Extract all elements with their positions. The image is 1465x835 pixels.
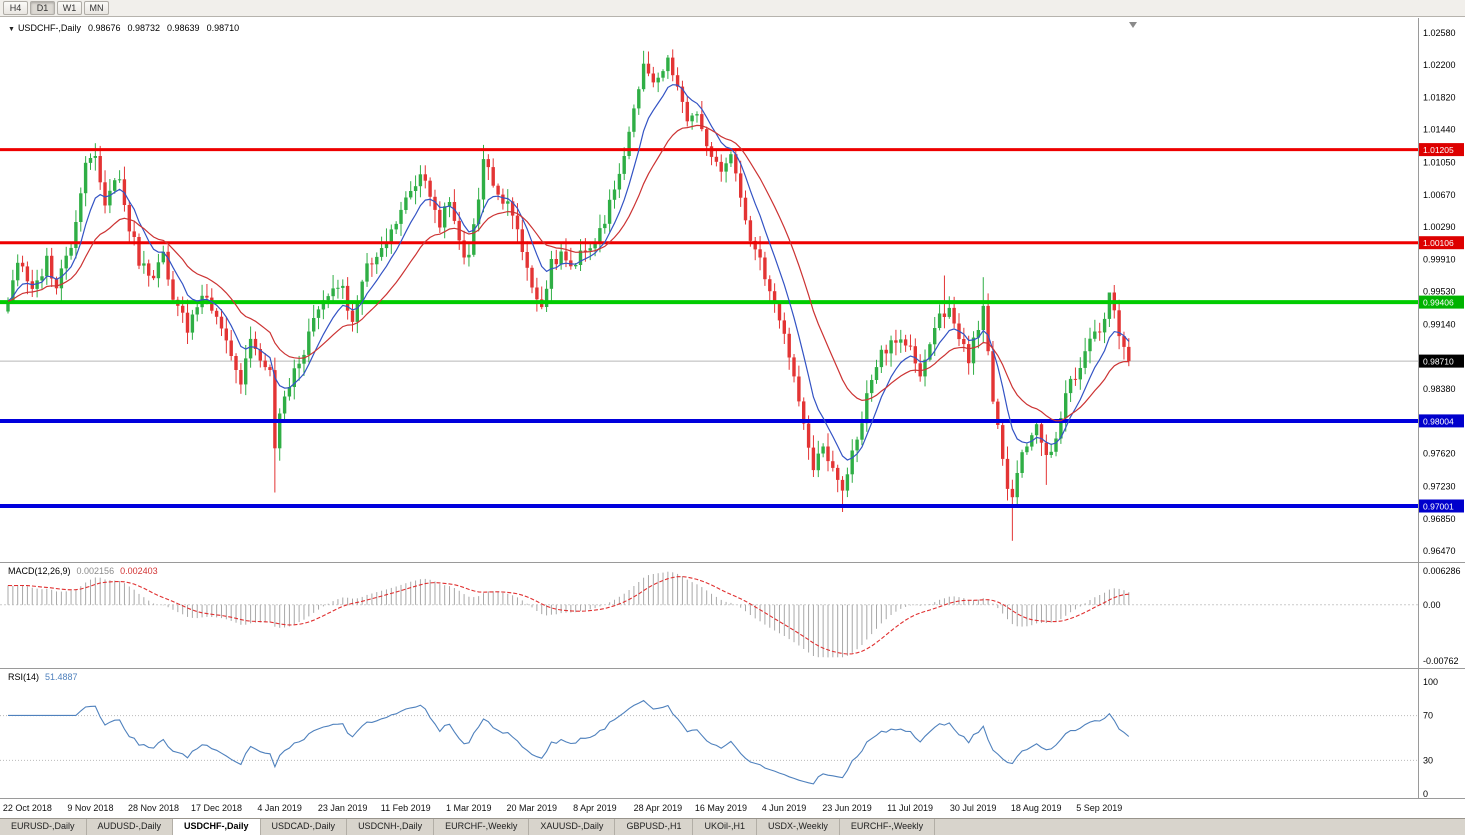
chart-title: ▼ USDCHF-,Daily 0.98676 0.98732 0.98639 0.987… [8,23,239,33]
date-label: 23 Jun 2019 [822,803,872,813]
symbol-tab[interactable]: EURCHF-,Weekly [434,819,530,835]
svg-text:0.97620: 0.97620 [1423,449,1456,459]
date-label: 23 Jan 2019 [317,803,368,813]
macd-name: MACD(12,26,9) [8,566,71,576]
date-label: 30 Jul 2019 [949,803,997,813]
rsi-name: RSI(14) [8,672,40,682]
date-label: 1 Mar 2019 [445,803,492,813]
ma-slow-line [7,124,1129,422]
svg-text:1.00106: 1.00106 [1423,238,1454,248]
horizontal-level-lines [0,148,1418,508]
symbol-tab[interactable]: USDCHF-,Daily [173,819,261,835]
date-label: 17 Dec 2018 [191,803,243,813]
date-label: 4 Jun 2019 [761,803,807,813]
symbol-label: USDCHF-,Daily [17,23,81,33]
svg-text:0.99910: 0.99910 [1423,254,1456,264]
svg-text:100: 100 [1423,677,1438,687]
svg-text:1.01050: 1.01050 [1423,158,1456,168]
svg-text:0.00: 0.00 [1423,600,1441,610]
symbol-tab[interactable]: EURUSD-,Daily [0,819,87,835]
symbol-tab[interactable]: USDCNH-,Daily [347,819,435,835]
rsi-axis-labels: 100 70 30 0 [1423,677,1438,798]
rsi-panel[interactable]: 100 70 30 0 [0,668,1465,798]
macd-signal-line [7,576,1129,655]
rsi-line [8,699,1130,785]
date-label: 22 Oct 2018 [2,803,52,813]
svg-text:0.96470: 0.96470 [1423,546,1456,556]
time-axis[interactable]: 22 Oct 2018 9 Nov 2018 28 Nov 2018 17 Dec 2… [0,798,1465,818]
svg-text:0.98004: 0.98004 [1423,416,1454,426]
symbol-tab[interactable]: XAUUSD-,Daily [529,819,616,835]
svg-text:0.96850: 0.96850 [1423,514,1456,524]
date-label: 28 Nov 2018 [127,803,180,813]
low-quote: 0.98639 [167,23,200,33]
date-label: 5 Sep 2019 [1076,803,1123,813]
svg-text:0: 0 [1423,789,1428,798]
timeframe-button-d1[interactable]: D1 [30,1,55,15]
candlesticks [6,49,1131,541]
svg-text:0.99530: 0.99530 [1423,287,1456,297]
date-label: 28 Apr 2019 [633,803,683,813]
timeframe-button-mn[interactable]: MN [84,1,109,15]
date-label: 20 Mar 2019 [506,803,558,813]
svg-text:0.98380: 0.98380 [1423,384,1456,394]
svg-text:1.02580: 1.02580 [1423,28,1456,38]
chart-shift-marker[interactable] [1129,22,1137,28]
svg-text:0.97001: 0.97001 [1423,502,1454,512]
date-label: 9 Nov 2018 [67,803,114,813]
svg-text:1.02200: 1.02200 [1423,60,1456,70]
svg-text:0.99140: 0.99140 [1423,320,1456,330]
svg-text:70: 70 [1423,711,1433,721]
open-quote: 0.98676 [87,23,121,33]
macd-signal-value: 0.002403 [120,566,158,576]
svg-text:-0.00762: -0.00762 [1423,656,1459,666]
symbol-tab[interactable]: GBPUSD-,H1 [615,819,694,835]
svg-text:30: 30 [1423,755,1433,765]
price-axis-ticks: 1.02580 1.02200 1.01820 1.01440 1.01050 1.006… [1423,28,1456,556]
svg-text:0.006286: 0.006286 [1423,566,1461,576]
macd-histogram [7,571,1130,658]
timeframe-toolbar: H4 D1 W1 MN [0,0,1465,17]
symbol-tab[interactable]: USDX-,Weekly [756,819,840,835]
timeframe-button-w1[interactable]: W1 [57,1,82,15]
svg-text:0.98710: 0.98710 [1423,357,1454,367]
date-label: 18 Aug 2019 [1010,803,1062,813]
date-label: 8 Apr 2019 [573,803,617,813]
svg-text:1.00670: 1.00670 [1423,190,1456,200]
chart-tabs-bar: EURUSD-,Daily AUDUSD-,Daily USDCHF-,Daily U… [0,818,1465,835]
timeframe-button-h4[interactable]: H4 [3,1,28,15]
macd-label: MACD(12,26,9) 0.002156 0.002403 [8,566,158,576]
date-label: 11 Jul 2019 [887,803,934,813]
symbol-tab[interactable]: EURCHF-,Weekly [839,819,936,835]
symbol-tab[interactable]: AUDUSD-,Daily [86,819,174,835]
macd-main-value: 0.002156 [76,566,115,576]
svg-text:1.01205: 1.01205 [1423,145,1454,155]
symbol-tab[interactable]: USDCAD-,Daily [260,819,348,835]
symbol-tab[interactable]: UKOil-,H1 [693,819,757,835]
svg-text:0.99406: 0.99406 [1423,298,1454,308]
chevron-down-icon[interactable]: ▼ [8,26,15,33]
svg-text:1.01440: 1.01440 [1423,125,1456,135]
ma-fast-line [7,84,1130,461]
macd-panel[interactable]: 0.006286 0.00 -0.00762 [0,562,1465,668]
close-quote: 0.98710 [206,23,240,33]
high-quote: 0.98732 [127,23,161,33]
rsi-level-lines [0,715,1418,761]
date-label: 11 Feb 2019 [380,803,431,813]
price-axis-badges: 1.01205 1.00106 0.99406 0.98710 0.98004 0.970… [1419,143,1464,513]
price-chart-panel[interactable]: 1.02580 1.02200 1.01820 1.01440 1.01050 1.006… [0,18,1465,562]
svg-text:1.00290: 1.00290 [1423,222,1456,232]
svg-text:1.01820: 1.01820 [1423,92,1456,102]
svg-text:0.97230: 0.97230 [1423,482,1456,492]
rsi-label: RSI(14) 51.4887 [8,672,78,682]
rsi-value: 51.4887 [45,672,78,682]
date-label: 4 Jan 2019 [257,803,302,813]
macd-axis-labels: 0.006286 0.00 -0.00762 [1423,566,1461,666]
date-label: 16 May 2019 [694,803,747,813]
